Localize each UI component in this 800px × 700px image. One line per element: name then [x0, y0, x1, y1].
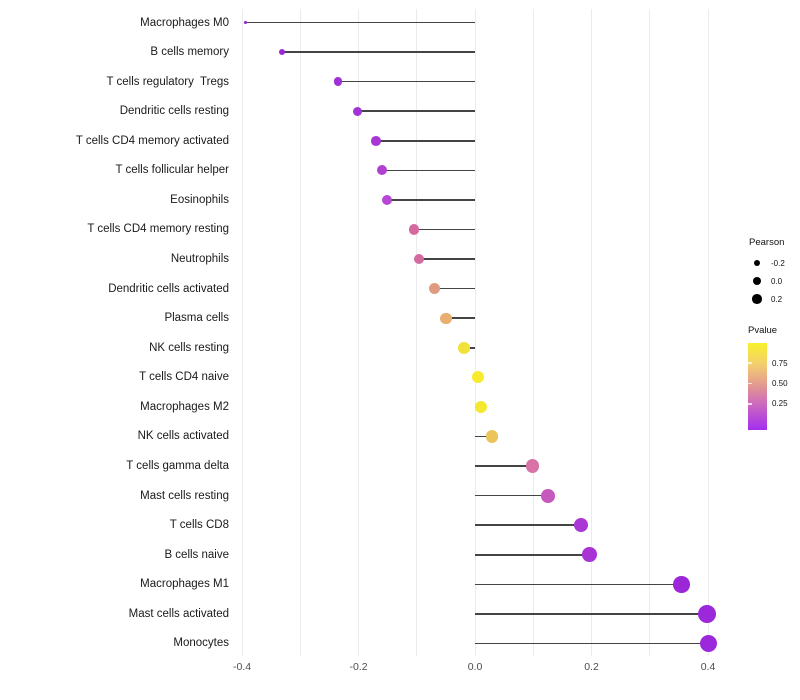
- data-point-dot: [371, 135, 381, 146]
- data-point-dot: [381, 194, 393, 205]
- colorbar-tick: [748, 382, 752, 385]
- y-axis-label: T cells CD4 naive: [139, 371, 229, 384]
- y-axis-label: Mast cells activated: [128, 607, 229, 620]
- data-point-dot: [243, 20, 248, 25]
- colorbar-tick-label: 0.25: [772, 399, 788, 409]
- data-point-dot: [333, 77, 343, 86]
- legend-size-title: Pearson: [749, 237, 785, 248]
- y-axis-label: Macrophages M1: [140, 578, 229, 591]
- data-point-dot: [352, 106, 362, 116]
- x-axis-tick-label: -0.2: [349, 661, 368, 673]
- gridline-x: [241, 9, 243, 656]
- data-point-dot: [485, 430, 499, 443]
- lollipop-stem: [475, 465, 533, 467]
- colorbar-tick: [748, 403, 752, 405]
- data-point-dot: [471, 371, 484, 384]
- y-axis-label: Neutrophils: [170, 253, 229, 266]
- data-point-dot: [413, 253, 425, 265]
- y-axis-label: B cells memory: [150, 46, 229, 59]
- legend-size-dot: [753, 277, 761, 285]
- y-axis-label: T cells CD4 memory activated: [75, 134, 229, 147]
- data-point-dot: [673, 576, 691, 593]
- data-point-dot: [573, 517, 589, 533]
- y-axis-label: T cells CD8: [169, 519, 229, 532]
- lollipop-stem: [375, 140, 475, 142]
- gridline-x: [358, 9, 359, 656]
- data-point-dot: [699, 634, 718, 653]
- lollipop-stem: [434, 287, 475, 290]
- lollipop-stem: [282, 51, 475, 53]
- legend-size-dot: [752, 294, 762, 304]
- data-point-dot: [525, 459, 540, 473]
- x-axis-tick-label: 0.4: [700, 661, 716, 673]
- lollipop-stem: [245, 21, 475, 24]
- lollipop-stem: [419, 258, 475, 260]
- gridline-x: [591, 9, 592, 656]
- lollipop-stem: [475, 613, 707, 615]
- y-axis-label: Dendritic cells resting: [119, 105, 229, 118]
- lollipop-stem: [387, 199, 475, 201]
- gridline-x: [416, 9, 418, 656]
- data-point-dot: [440, 312, 452, 324]
- y-axis-label: Monocytes: [173, 637, 229, 650]
- gridline-x: [474, 9, 476, 656]
- data-point-dot: [458, 341, 470, 354]
- lollipop-stem: [475, 642, 709, 645]
- y-axis-label: NK cells resting: [149, 341, 229, 354]
- legend-size-label: -0.2: [771, 258, 785, 268]
- colorbar-tick: [748, 362, 752, 364]
- lollipop-stem: [357, 110, 475, 112]
- data-point-dot: [581, 547, 597, 563]
- y-axis-label: T cells CD4 memory resting: [87, 223, 229, 236]
- y-axis-label: Macrophages M2: [140, 400, 229, 413]
- y-axis-label: Eosinophils: [170, 193, 229, 206]
- y-axis-label: NK cells activated: [137, 430, 229, 443]
- y-axis-label: T cells gamma delta: [126, 460, 229, 473]
- data-point-dot: [279, 49, 286, 56]
- lollipop-stem: [475, 554, 590, 556]
- y-axis-label: Plasma cells: [164, 312, 229, 325]
- lollipop-stem: [413, 228, 475, 231]
- gridline-x: [707, 9, 709, 656]
- x-axis-tick-label: 0.2: [584, 661, 599, 673]
- data-point-dot: [408, 224, 420, 235]
- lollipop-stem: [475, 435, 492, 438]
- x-axis-tick-label: -0.4: [232, 661, 252, 673]
- y-axis-label: Mast cells resting: [140, 489, 229, 502]
- y-axis-label: Macrophages M0: [140, 16, 229, 29]
- lollipop-stem: [475, 583, 682, 586]
- legend-size-label: 0.0: [771, 276, 783, 286]
- pvalue-colorbar: [748, 343, 767, 430]
- lollipop-stem: [475, 524, 581, 526]
- data-point-dot: [540, 488, 555, 503]
- x-axis-tick-label: 0.0: [467, 661, 483, 673]
- y-axis-label: T cells follicular helper: [115, 164, 229, 177]
- lollipop-stem: [338, 80, 475, 83]
- gridline-x: [649, 9, 651, 656]
- gridline-x: [299, 9, 301, 656]
- legend-color-title: Pvalue: [748, 325, 778, 336]
- legend-size-label: 0.2: [771, 294, 783, 304]
- lollipop-stem: [445, 317, 475, 319]
- data-point-dot: [377, 165, 388, 176]
- gridline-x: [532, 9, 534, 656]
- data-point-dot: [697, 605, 716, 623]
- data-point-dot: [429, 283, 441, 295]
- data-point-dot: [474, 400, 487, 413]
- lollipop-stem: [475, 494, 548, 497]
- colorbar-tick-label: 0.75: [772, 358, 788, 368]
- legend-size-dot: [753, 259, 761, 267]
- y-axis-label: Dendritic cells activated: [108, 282, 229, 295]
- y-axis-label: B cells naive: [164, 548, 229, 561]
- colorbar-tick-label: 0.50: [772, 378, 788, 388]
- lollipop-stem: [382, 169, 475, 172]
- y-axis-label: T cells regulatory Tregs: [106, 75, 229, 88]
